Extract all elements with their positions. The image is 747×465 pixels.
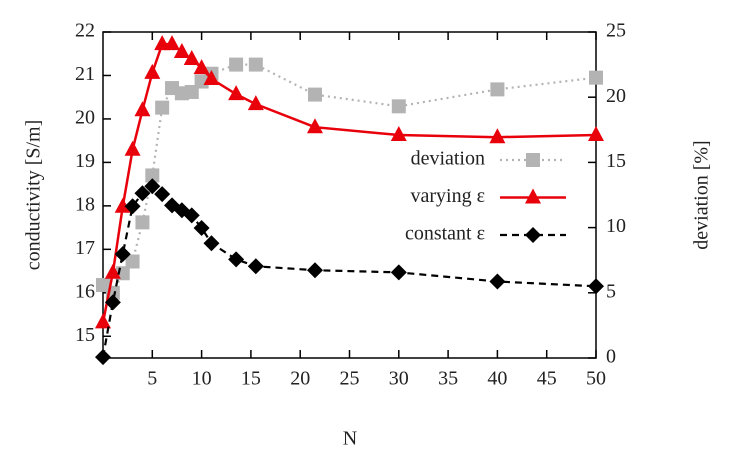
x-tick-label: 10 — [192, 368, 212, 390]
marker — [490, 82, 505, 97]
marker — [229, 57, 244, 72]
marker — [588, 278, 604, 295]
y2-tick-label: 5 — [606, 280, 616, 302]
marker — [104, 263, 121, 279]
marker — [134, 101, 151, 117]
marker — [135, 215, 150, 230]
marker — [155, 100, 170, 115]
y-tick-label: 21 — [75, 63, 95, 85]
x-tick-label: 40 — [487, 368, 507, 390]
x-tick-label: 25 — [340, 368, 360, 390]
y-tick-label: 20 — [75, 107, 95, 129]
y2-tick-label: 10 — [606, 215, 626, 237]
y-tick-label: 15 — [75, 324, 95, 346]
x-tick-label: 30 — [389, 368, 409, 390]
series-line — [102, 63, 597, 295]
marker — [154, 186, 171, 203]
marker — [164, 35, 181, 51]
marker — [144, 178, 161, 195]
legend-marker — [525, 188, 541, 204]
marker — [589, 70, 603, 85]
marker — [193, 220, 210, 237]
y-tick-label: 19 — [75, 150, 95, 172]
marker — [247, 258, 264, 275]
legend-marker — [526, 153, 540, 167]
legend-label: constant ε — [405, 223, 485, 245]
y-tick-label: 18 — [75, 193, 95, 215]
marker — [95, 349, 111, 366]
y2-tick-label: 15 — [606, 150, 626, 172]
y2-tick-label: 25 — [606, 20, 626, 42]
legend-label: deviation — [411, 148, 485, 170]
marker — [228, 251, 245, 268]
marker — [390, 126, 407, 142]
series-line — [101, 184, 597, 358]
marker — [145, 168, 160, 183]
marker — [489, 273, 506, 290]
marker — [390, 264, 407, 281]
marker — [183, 49, 200, 65]
y2-tick-label: 20 — [606, 85, 626, 107]
marker — [95, 313, 111, 329]
marker — [489, 128, 506, 144]
marker — [306, 262, 323, 279]
marker — [124, 140, 141, 156]
y-tick-label: 16 — [75, 280, 95, 302]
marker — [307, 87, 322, 102]
marker — [104, 294, 121, 311]
marker — [125, 254, 140, 269]
marker — [134, 185, 151, 202]
marker — [193, 59, 210, 75]
marker — [248, 57, 263, 72]
x-axis-label: N — [343, 428, 357, 450]
x-tick-label: 15 — [241, 368, 261, 390]
marker — [124, 198, 141, 215]
marker — [114, 246, 131, 263]
marker — [247, 95, 264, 111]
y-axis-label: conductivity [S/m] — [23, 120, 45, 271]
x-tick-label: 20 — [290, 368, 310, 390]
marker — [203, 235, 220, 252]
marker — [391, 99, 406, 114]
marker — [173, 42, 190, 58]
x-tick-label: 5 — [147, 368, 157, 390]
legend-label: varying ε — [411, 185, 486, 207]
legend-marker — [525, 227, 541, 243]
y-tick-label: 22 — [75, 20, 95, 42]
marker — [588, 126, 604, 142]
y-tick-label: 17 — [75, 237, 95, 259]
marker — [203, 69, 220, 85]
x-tick-label: 45 — [537, 368, 557, 390]
marker — [114, 197, 131, 213]
marker — [306, 118, 323, 134]
x-tick-label: 35 — [438, 368, 458, 390]
marker — [144, 63, 161, 79]
plot-frame — [102, 31, 597, 359]
marker — [183, 207, 200, 224]
x-tick-label: 50 — [586, 368, 606, 390]
y2-axis-label: deviation [%] — [691, 140, 713, 249]
y2-tick-label: 0 — [606, 346, 616, 368]
marker — [228, 85, 245, 101]
